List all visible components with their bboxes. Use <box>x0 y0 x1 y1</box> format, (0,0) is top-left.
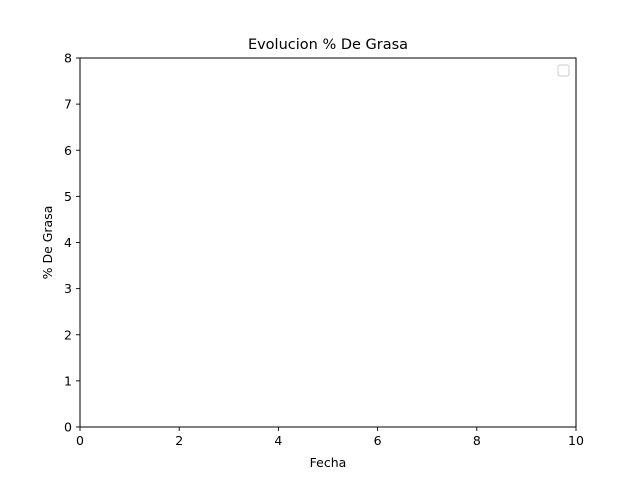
chart-title: Evolucion % De Grasa <box>248 37 408 53</box>
x-tick-label: 2 <box>175 433 183 448</box>
x-tick-label: 0 <box>76 433 84 448</box>
y-tick-label: 2 <box>64 327 72 342</box>
y-tick-label: 6 <box>64 143 72 158</box>
y-tick-label: 1 <box>64 373 72 388</box>
y-tick-label: 0 <box>64 420 72 435</box>
y-axis: 0 1 2 3 4 5 6 7 8 <box>64 51 80 435</box>
y-tick-label: 7 <box>64 97 72 112</box>
y-tick-label: 4 <box>64 235 72 250</box>
y-tick-label: 8 <box>64 51 72 66</box>
y-axis-label: % De Grasa <box>40 206 55 280</box>
y-tick-label: 5 <box>64 189 72 204</box>
x-axis-label: Fecha <box>310 455 347 470</box>
x-axis: 0 2 4 6 8 10 <box>76 427 584 448</box>
legend-box <box>557 64 570 77</box>
x-tick-label: 8 <box>473 433 481 448</box>
y-tick-label: 3 <box>64 281 72 296</box>
x-tick-label: 6 <box>374 433 382 448</box>
x-tick-label: 10 <box>568 433 584 448</box>
x-tick-label: 4 <box>274 433 282 448</box>
plot-area <box>79 57 577 428</box>
